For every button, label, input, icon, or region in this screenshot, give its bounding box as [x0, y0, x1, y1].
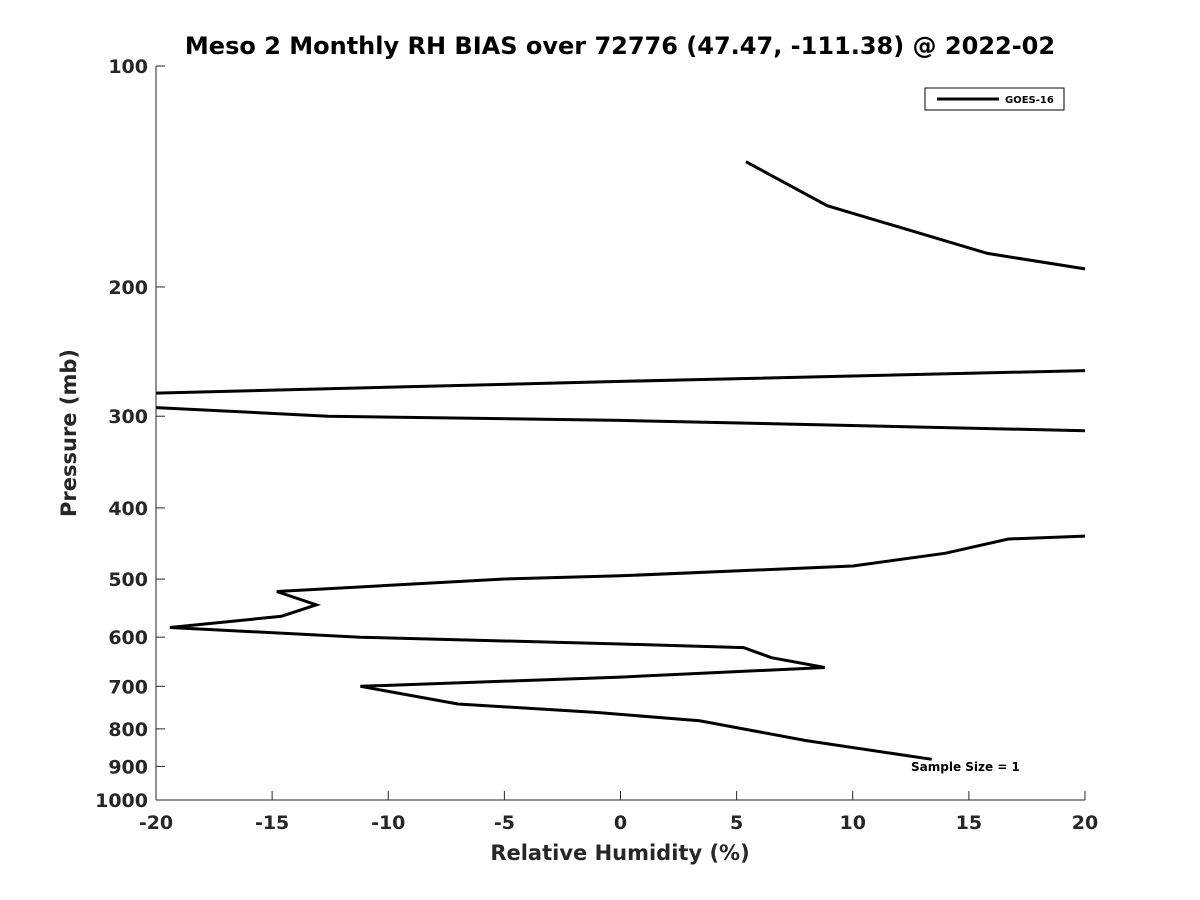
legend-label: GOES-16	[1005, 95, 1054, 106]
series-goes-16	[155, 160, 1086, 761]
sample-size-annotation: Sample Size = 1	[911, 760, 1020, 774]
legend: GOES-16	[924, 87, 1065, 111]
x-tick-label: -5	[494, 812, 515, 834]
series-line-segment	[745, 160, 1086, 271]
y-axis-label: Pressure (mb)	[57, 349, 81, 517]
chart-title: Meso 2 Monthly RH BIAS over 72776 (47.47…	[185, 32, 1055, 60]
y-tick-label: 100	[108, 56, 148, 78]
y-tick-label: 800	[108, 719, 148, 741]
y-tick-label: 700	[108, 676, 148, 698]
x-tick-label: 20	[1072, 812, 1098, 834]
x-axis: -20 -15 -10 -5 0 5 10 15 20	[139, 791, 1098, 834]
y-tick-label: 600	[108, 627, 148, 649]
y-tick-label: 1000	[95, 790, 148, 812]
x-tick-label: 5	[730, 812, 743, 834]
y-tick-label: 900	[108, 756, 148, 778]
series-line-segment	[169, 534, 1086, 761]
y-tick-label: 500	[108, 569, 148, 591]
x-axis-label: Relative Humidity (%)	[490, 841, 749, 865]
x-tick-label: 0	[614, 812, 627, 834]
series-line-segment	[155, 406, 1086, 433]
x-tick-label: 15	[956, 812, 982, 834]
y-axis: 100 200 300 400 500 600 700 800 900 1000	[95, 56, 165, 812]
plot-area	[155, 160, 1086, 761]
y-tick-label: 400	[108, 498, 148, 520]
x-tick-label: -15	[255, 812, 289, 834]
x-tick-label: -20	[139, 812, 173, 834]
series-line-segment	[155, 369, 1086, 395]
x-tick-label: -10	[371, 812, 405, 834]
y-tick-label: 300	[108, 406, 148, 428]
x-tick-label: 10	[840, 812, 866, 834]
y-tick-label: 200	[108, 277, 148, 299]
